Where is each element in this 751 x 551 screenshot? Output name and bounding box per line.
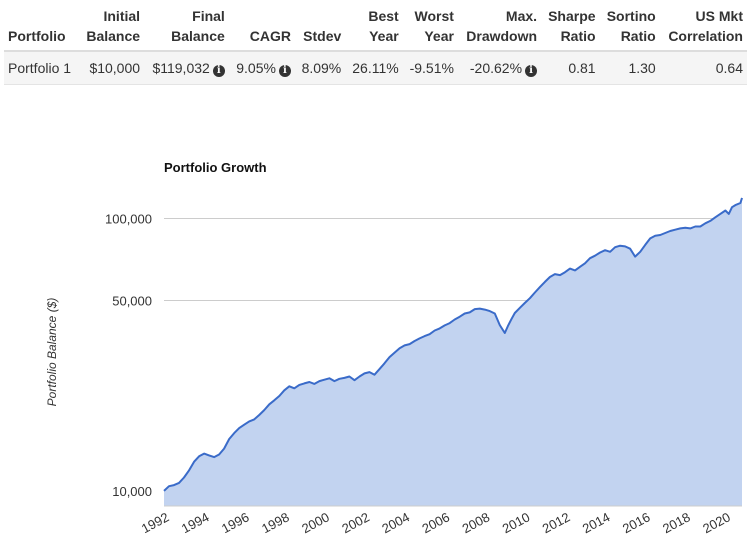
header-us-mkt-correlation-line1: US Mkt [695,8,743,24]
series-area [164,197,742,506]
header-max-drawdown-line1: Max. [505,8,538,24]
x-tick-label: 2018 [660,509,693,536]
final-balance-value: $119,032 [152,59,210,76]
header-worst-year-line1: Worst [414,8,454,24]
cell-worst-year: -9.51% [402,51,458,85]
cell-best-year: 26.11% [345,51,403,85]
x-tick-label: 2010 [500,509,533,536]
series-layer [163,197,743,507]
x-tick-label: 2000 [299,509,332,536]
header-max-drawdown-line2: Drawdown [466,28,538,44]
header-worst-year-line2: Year [424,28,454,44]
y-tick-label: 50,000 [112,294,152,309]
y-tick-labels: 10,000 50,000 100,000 [105,212,152,499]
header-cagr-line2: CAGR [249,28,291,44]
header-best-year: Best Year [345,2,403,52]
cell-sharpe-ratio: 0.81 [541,51,600,85]
header-sortino-ratio-line2: Ratio [620,28,656,44]
cell-initial-balance: $10,000 [78,51,145,85]
x-tick-label: 2020 [700,509,733,536]
series-line [163,197,743,492]
cell-max-drawdown: -20.62% i [457,51,542,85]
x-tick-label: 2016 [620,509,653,536]
x-tick-label: 1994 [179,509,212,536]
header-sortino-ratio-line1: Sortino [606,8,656,24]
y-axis-label: Portfolio Balance ($) [45,298,59,407]
header-sharpe-ratio: Sharpe Ratio [541,2,600,52]
header-final-balance: Final Balance [144,2,229,52]
header-stdev: Stdev [294,2,346,52]
header-max-drawdown: Max. Drawdown [457,2,542,52]
cagr-value: 9.05% [236,59,276,76]
x-tick-label: 1992 [139,509,172,536]
x-tick-label: 2014 [580,509,613,536]
y-tick-label: 100,000 [105,212,152,227]
cell-cagr: 9.05% i [228,51,295,85]
header-sharpe-ratio-line1: Sharpe [548,8,596,24]
info-icon[interactable]: i [278,64,291,77]
table-row: Portfolio 1 $10,000 $119,032 i 9.05% i 8.0… [4,51,747,85]
header-initial-balance-line2: Balance [86,28,141,44]
header-initial-balance-line1: Initial [103,8,141,24]
info-icon[interactable]: i [212,64,225,77]
cell-final-balance: $119,032 i [144,51,229,85]
cell-stdev: 8.09% [294,51,346,85]
y-tick-label: 10,000 [112,484,152,499]
header-best-year-line2: Year [369,28,399,44]
x-tick-label: 2006 [420,509,453,536]
header-cagr: CAGR [228,2,295,52]
header-worst-year: Worst Year [402,2,458,52]
header-portfolio: Portfolio [4,2,79,52]
x-tick-label: 2004 [379,509,412,536]
header-initial-balance: Initial Balance [78,2,145,52]
stats-table: Portfolio Initial Balance Final Balance CA… [4,2,747,85]
x-tick-label: 1996 [219,509,252,536]
header-us-mkt-correlation: US Mkt Correlation [659,2,747,52]
header-sortino-ratio: Sortino Ratio [599,2,660,52]
cell-portfolio: Portfolio 1 [4,51,79,85]
x-tick-label: 2008 [460,509,493,536]
header-stdev-line2: Stdev [303,28,342,44]
header-final-balance-line2: Balance [171,28,225,44]
cell-us-mkt-correlation: 0.64 [659,51,747,85]
cell-sortino-ratio: 1.30 [599,51,660,85]
x-tick-label: 2012 [540,509,573,536]
info-icon[interactable]: i [525,64,538,77]
header-sharpe-ratio-line2: Ratio [560,28,596,44]
header-us-mkt-correlation-line2: Correlation [668,28,743,44]
header-row: Portfolio Initial Balance Final Balance CA… [4,2,747,52]
x-tick-labels: 1992 1994 1996 1998 2000 2002 2004 2006 2008 2010… [139,509,733,536]
max-drawdown-value: -20.62% [469,59,523,76]
x-tick-label: 2002 [339,509,372,536]
chart-title: Portfolio Growth [164,160,267,175]
x-tick-label: 1998 [259,509,292,536]
header-final-balance-line1: Final [192,8,225,24]
header-portfolio-line2: Portfolio [8,28,66,44]
header-best-year-line1: Best [368,8,399,24]
